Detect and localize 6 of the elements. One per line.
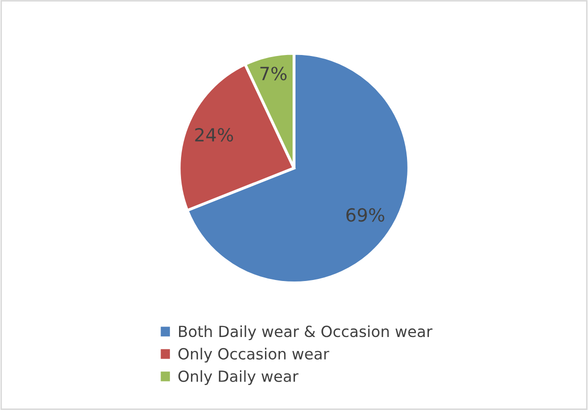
legend-label: Both Daily wear & Occasion wear	[179, 325, 432, 340]
data-label: 24%	[195, 128, 234, 142]
legend-label: Only Occasion wear	[178, 348, 330, 363]
legend-label: Only Daily wear	[178, 370, 298, 385]
data-label: 7%	[260, 66, 287, 80]
data-label: 69%	[346, 208, 384, 222]
